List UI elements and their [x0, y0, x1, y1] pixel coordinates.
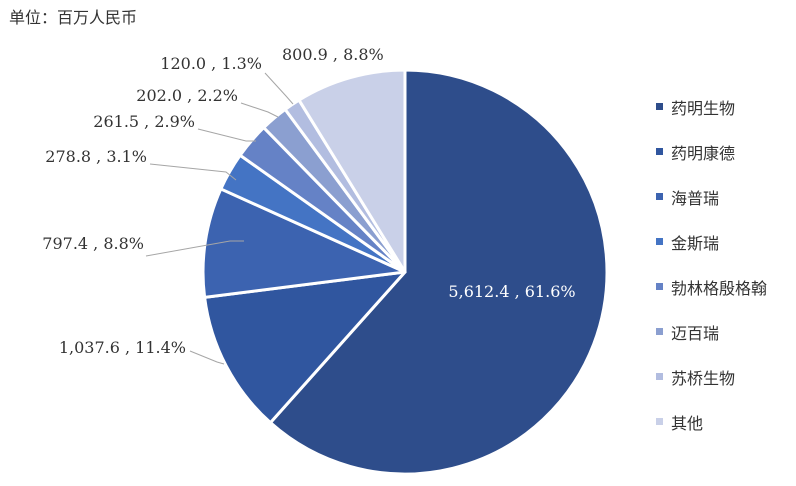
legend-swatch — [656, 193, 663, 200]
legend-label: 苏桥生物 — [671, 368, 736, 388]
legend-swatch — [656, 328, 663, 335]
legend-item: 勃林格殷格翰 — [656, 264, 767, 309]
legend-swatch — [656, 103, 663, 110]
legend-item: 药明康德 — [656, 129, 767, 174]
legend-label: 海普瑞 — [671, 188, 720, 208]
legend-item: 其他 — [656, 399, 767, 444]
pie-slice-8 — [297, 68, 407, 274]
pie-slice-2 — [203, 270, 407, 425]
unit-label: 单位：百万人民币 — [9, 8, 138, 27]
legend-label: 金斯瑞 — [671, 233, 720, 253]
legend-swatch — [656, 373, 663, 380]
legend-swatch — [656, 238, 663, 245]
legend-label: 其他 — [671, 413, 704, 433]
legend-item: 苏桥生物 — [656, 354, 767, 399]
data-label-7: 120.0 , 1.3% — [160, 54, 262, 73]
legend-label: 药明生物 — [671, 98, 736, 118]
legend-label: 勃林格殷格翰 — [671, 278, 768, 298]
legend-label: 迈百瑞 — [671, 323, 720, 343]
data-label-4: 278.8 , 3.1% — [45, 147, 147, 166]
legend-item: 海普瑞 — [656, 174, 767, 219]
leader-line-4 — [149, 163, 237, 181]
legend-label: 药明康德 — [671, 143, 736, 163]
leader-line-2 — [189, 350, 225, 365]
legend-item: 药明生物 — [656, 84, 767, 129]
data-label-6: 202.0 , 2.2% — [136, 86, 238, 105]
legend-swatch — [656, 418, 663, 425]
legend-swatch — [656, 148, 663, 155]
pie-slice-1 — [268, 68, 609, 476]
legend-item: 迈百瑞 — [656, 309, 767, 354]
leader-line-7 — [264, 72, 294, 105]
data-label-5: 261.5 , 2.9% — [93, 112, 195, 131]
data-label-3: 797.4 , 8.8% — [42, 234, 144, 253]
pie-slice-3 — [201, 187, 407, 299]
leader-line-6 — [240, 102, 279, 118]
data-label-1: 5,612.4 , 61.6% — [448, 282, 575, 301]
legend-item: 金斯瑞 — [656, 219, 767, 264]
data-label-8: 800.9 , 8.8% — [282, 45, 384, 64]
legend-swatch — [656, 283, 663, 290]
legend: 药明生物药明康德海普瑞金斯瑞勃林格殷格翰 迈百瑞苏桥生物其他 — [656, 84, 767, 444]
leader-line-5 — [197, 128, 256, 142]
data-label-2: 1,037.6 , 11.4% — [59, 338, 186, 357]
leader-line-3 — [145, 240, 244, 257]
